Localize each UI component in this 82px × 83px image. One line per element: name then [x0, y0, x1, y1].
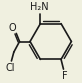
- Text: H₂N: H₂N: [30, 2, 49, 12]
- Text: Cl: Cl: [6, 63, 15, 73]
- Text: F: F: [62, 71, 68, 81]
- Text: O: O: [8, 23, 16, 33]
